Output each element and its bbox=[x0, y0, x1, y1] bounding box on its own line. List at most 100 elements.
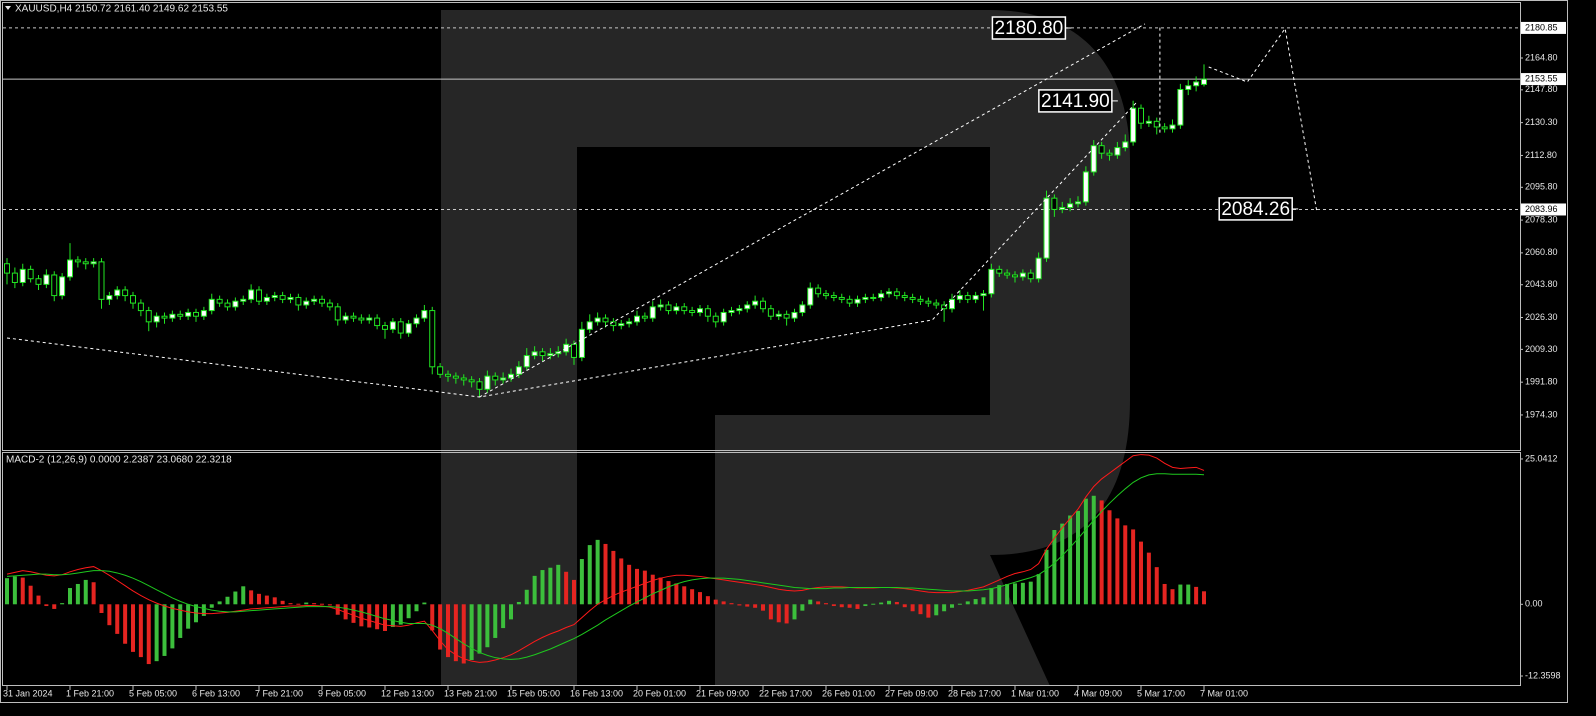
candle-body bbox=[51, 274, 58, 297]
candle-body bbox=[326, 302, 333, 308]
histogram-bar bbox=[800, 604, 805, 611]
candle-body bbox=[830, 295, 837, 298]
histogram-bar bbox=[942, 604, 947, 612]
histogram-bar bbox=[516, 601, 521, 605]
candle-body bbox=[106, 295, 113, 300]
histogram-bar bbox=[1099, 500, 1104, 605]
candle-body bbox=[744, 304, 751, 310]
histogram-bar bbox=[548, 567, 553, 605]
histogram-bar bbox=[170, 604, 175, 649]
histogram-bar bbox=[162, 604, 167, 656]
x-tick-label: 22 Feb 17:00 bbox=[759, 688, 812, 698]
x-tick-label: 4 Mar 09:00 bbox=[1074, 688, 1122, 698]
watermark-logo bbox=[441, 10, 1130, 686]
histogram-bar bbox=[1139, 541, 1143, 605]
histogram-bar bbox=[1091, 495, 1096, 605]
histogram-bar bbox=[28, 585, 33, 605]
histogram-bar bbox=[934, 604, 939, 616]
candle-body bbox=[358, 317, 365, 321]
x-tick-label: 21 Feb 09:00 bbox=[696, 688, 749, 698]
histogram-bar bbox=[579, 559, 584, 605]
wave-line bbox=[1208, 27, 1318, 211]
histogram-bar bbox=[1154, 567, 1159, 605]
price-header: XAUUSD,H4 2150.72 2161.40 2149.62 2153.5… bbox=[15, 4, 228, 15]
candle-body bbox=[949, 298, 955, 310]
price-pane-border bbox=[2, 2, 1521, 451]
candle-body bbox=[153, 315, 160, 323]
x-tick-label: 16 Feb 13:00 bbox=[570, 688, 623, 698]
y-tick-label: 2078.30 bbox=[1525, 214, 1558, 224]
candle-body bbox=[846, 298, 853, 304]
candle-body bbox=[815, 287, 822, 295]
candle-body bbox=[421, 310, 428, 319]
candle-body bbox=[224, 302, 231, 308]
candle-body bbox=[366, 317, 373, 321]
candle-body bbox=[429, 310, 436, 368]
histogram-bar bbox=[20, 577, 25, 605]
candle-body bbox=[1043, 197, 1050, 259]
histogram-bar bbox=[241, 586, 246, 605]
y-tick-label: 0.00 bbox=[1525, 599, 1543, 609]
annotation-box bbox=[1218, 197, 1293, 221]
histogram-bar bbox=[485, 604, 490, 648]
macd-pane-border bbox=[2, 452, 1521, 686]
candle-body bbox=[523, 355, 530, 368]
candle-body bbox=[956, 295, 963, 300]
candle-body bbox=[74, 259, 81, 263]
candle-body bbox=[799, 304, 806, 313]
annotation-label: 2084.26 bbox=[1221, 199, 1290, 220]
outer-border bbox=[0, 0, 1568, 703]
candle-body bbox=[413, 317, 420, 325]
histogram-bar bbox=[422, 602, 427, 605]
candle-body bbox=[437, 366, 444, 375]
histogram-bar bbox=[1060, 523, 1065, 605]
candle-body bbox=[405, 323, 412, 334]
histogram-bar bbox=[855, 604, 860, 609]
histogram-bar bbox=[950, 604, 954, 608]
candle-body bbox=[697, 308, 703, 313]
histogram-bar bbox=[327, 604, 332, 606]
histogram-bar bbox=[973, 599, 978, 605]
histogram-bar bbox=[713, 599, 718, 605]
histogram-bar bbox=[83, 579, 88, 605]
candle-body bbox=[263, 296, 270, 302]
candle-body bbox=[19, 268, 26, 283]
x-tick-label: 20 Feb 01:00 bbox=[633, 688, 686, 698]
histogram-bar bbox=[115, 604, 120, 634]
histogram-bar bbox=[981, 597, 986, 605]
histogram-bar bbox=[312, 603, 317, 605]
candle-body bbox=[303, 300, 310, 306]
y-tick-label: 2130.30 bbox=[1525, 117, 1558, 127]
candle-body bbox=[279, 295, 286, 300]
histogram-bar bbox=[721, 601, 726, 605]
histogram-bar bbox=[225, 596, 230, 605]
histogram-bar bbox=[1107, 510, 1112, 605]
menu-triangle[interactable] bbox=[5, 6, 11, 10]
histogram-bar bbox=[587, 545, 592, 605]
candle-body bbox=[82, 261, 89, 265]
histogram-bar bbox=[1202, 591, 1206, 605]
histogram-bar bbox=[272, 597, 277, 605]
candle-body bbox=[1051, 197, 1058, 210]
y-tick-label: 2112.80 bbox=[1525, 150, 1557, 160]
candle-body bbox=[783, 313, 790, 319]
candle-body bbox=[571, 343, 577, 358]
candle-body bbox=[1193, 81, 1200, 87]
candle-body bbox=[720, 311, 727, 323]
x-tick-label: 31 Jan 2024 bbox=[3, 688, 53, 698]
x-tick-label: 13 Feb 21:00 bbox=[444, 688, 497, 698]
candle-body bbox=[618, 323, 625, 327]
y-tick-label: 2026.30 bbox=[1525, 312, 1558, 322]
candle-body bbox=[1122, 141, 1129, 149]
candle-body bbox=[11, 272, 18, 283]
histogram-bar bbox=[1146, 552, 1151, 605]
histogram-bar bbox=[839, 604, 844, 608]
histogram-bar bbox=[816, 601, 821, 605]
price-line-label: 2153.55 bbox=[1525, 73, 1558, 83]
histogram-bar bbox=[831, 604, 836, 607]
candle-body bbox=[980, 293, 987, 297]
candle-body bbox=[460, 377, 467, 381]
histogram-bar bbox=[438, 604, 443, 650]
histogram-bar bbox=[304, 602, 309, 605]
histogram-bar bbox=[320, 603, 324, 605]
